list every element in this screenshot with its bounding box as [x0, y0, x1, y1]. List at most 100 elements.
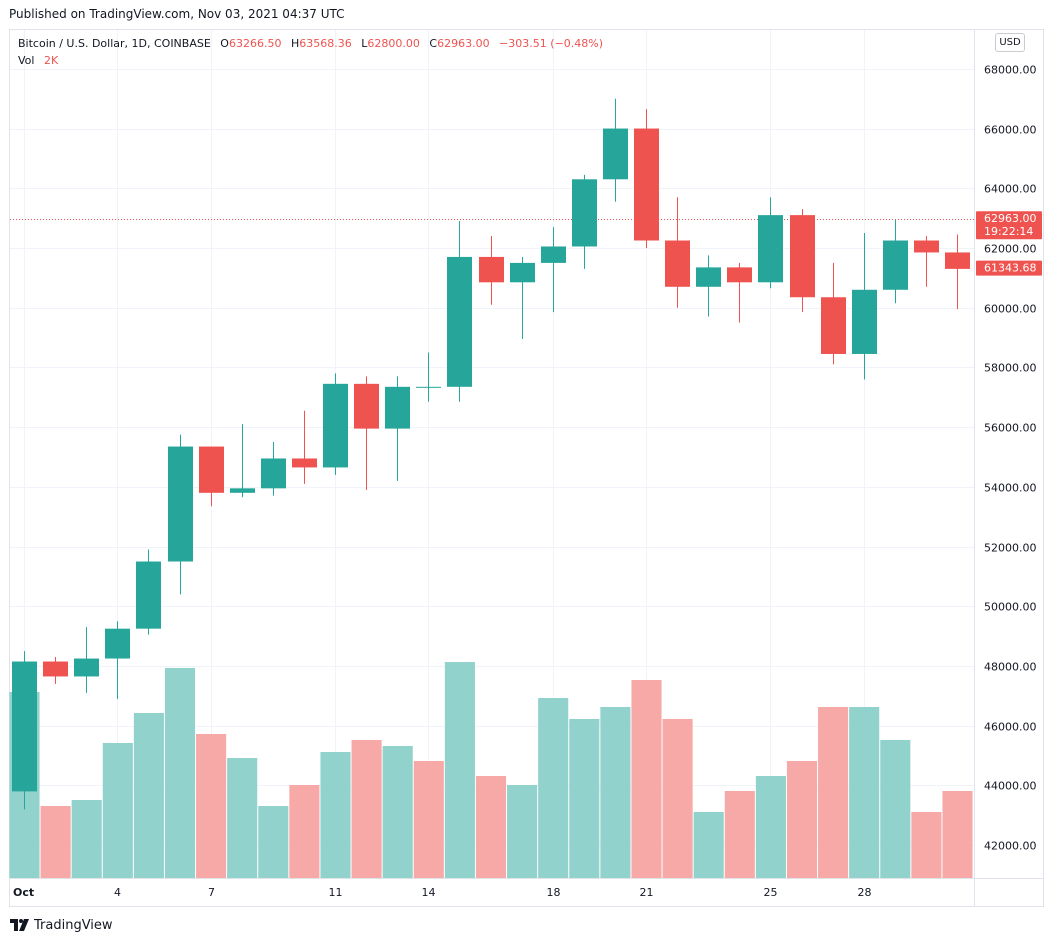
volume-bar — [289, 785, 320, 878]
price-axis[interactable]: 42000.00 44000.00 46000.00 48000.00 50000.00… — [984, 64, 1037, 853]
candle-body — [230, 488, 255, 493]
price-tag-countdown: 19:22:14 — [984, 225, 1033, 238]
volume-bar — [600, 707, 631, 878]
volume-bar — [942, 791, 973, 878]
volume-bar — [71, 800, 102, 878]
volume-bar — [475, 776, 507, 878]
volume-bar — [382, 746, 413, 878]
volume-bar — [849, 707, 880, 878]
candle-body — [136, 561, 161, 629]
price-tag-bg — [976, 211, 1042, 240]
legend-close-value: 62963.00 — [437, 37, 490, 50]
volume-bar — [196, 734, 227, 878]
time-tick-label: 21 — [640, 886, 654, 899]
candle-body — [603, 128, 628, 180]
tradingview-brand: TradingView — [34, 917, 113, 933]
candle-body — [74, 658, 99, 677]
candle-body — [323, 383, 348, 468]
tradingview-logo-icon — [10, 919, 29, 931]
candle-body — [541, 246, 566, 263]
price-tick-label: 52000.00 — [984, 542, 1037, 555]
volume-bar — [227, 758, 258, 878]
candle-body — [43, 661, 68, 677]
candle-body — [945, 252, 970, 269]
legend-high-label: H — [290, 37, 300, 50]
volume-bar — [133, 713, 164, 878]
volume-bar — [755, 776, 786, 878]
volume-bar — [258, 806, 289, 878]
legend-close-label: C — [429, 37, 438, 50]
price-tick-label: 68000.00 — [984, 64, 1037, 77]
volume-bar — [164, 668, 196, 878]
chart-legend: Bitcoin / U.S. Dollar, 1D, COINBASE O632… — [18, 35, 603, 69]
candle-body — [261, 458, 286, 489]
candle-body — [883, 240, 908, 290]
time-tick-label: Oct — [13, 886, 34, 899]
volume-bar — [413, 761, 444, 878]
volume-bar — [880, 740, 911, 878]
volume-bar — [351, 740, 382, 878]
time-tick-label: 4 — [114, 886, 121, 899]
price-tag-label: 61343.68 — [984, 262, 1037, 275]
time-tick-label: 14 — [422, 886, 436, 899]
price-tick-label: 50000.00 — [984, 601, 1037, 614]
time-tick-label: 28 — [858, 886, 872, 899]
volume-bar — [724, 791, 755, 878]
time-tick-label: 18 — [547, 886, 561, 899]
candle-body — [790, 215, 815, 298]
volume-bar — [320, 752, 351, 878]
volume-bar — [693, 812, 724, 878]
volume-bar — [40, 806, 71, 878]
legend-change: −303.51 (−0.48%) — [499, 37, 604, 50]
price-tick-label: 46000.00 — [984, 721, 1037, 734]
volume-bar — [911, 812, 942, 878]
candle-body — [354, 383, 379, 429]
tradingview-logo[interactable]: TradingView — [10, 915, 113, 935]
price-tick-label: 48000.00 — [984, 661, 1037, 674]
time-axis[interactable]: Oct 4 7 11 14 18 21 25 28 — [13, 886, 872, 899]
currency-button[interactable]: USD — [995, 33, 1025, 52]
candle-body — [385, 386, 410, 429]
candle-body — [12, 661, 37, 792]
volume-bar — [507, 785, 538, 878]
candles — [12, 98, 970, 810]
legend-low-value: 62800.00 — [367, 37, 420, 50]
candle-body — [416, 386, 441, 388]
time-tick-label: 7 — [208, 886, 215, 899]
legend-high-value: 63568.36 — [299, 37, 352, 50]
candle-body — [758, 215, 783, 283]
volume-bar — [631, 680, 662, 878]
legend-vol-value: 2K — [43, 54, 59, 67]
candle-body — [168, 446, 193, 562]
legend-vol-label: Vol — [18, 54, 35, 67]
volume-bar — [662, 719, 693, 878]
volume-bar — [538, 698, 569, 878]
candle-body — [572, 179, 597, 247]
candle-body — [852, 289, 877, 354]
candle-body — [696, 267, 721, 287]
price-tick-label: 66000.00 — [984, 124, 1037, 137]
price-tick-label: 54000.00 — [984, 482, 1037, 495]
candle-body — [292, 458, 317, 468]
legend-ohlc-row: Bitcoin / U.S. Dollar, 1D, COINBASE O632… — [18, 35, 603, 52]
volume-bar — [818, 707, 849, 878]
volume-bar — [569, 719, 600, 878]
candle-body — [914, 240, 939, 253]
candle-body — [105, 628, 130, 659]
candle-body — [727, 267, 752, 283]
legend-open-value: 63266.50 — [228, 37, 282, 50]
candle-body — [821, 297, 846, 354]
candle-body — [479, 256, 504, 283]
time-tick-label: 25 — [764, 886, 778, 899]
candle-body — [510, 262, 535, 283]
candle-body — [665, 240, 690, 287]
price-tick-label: 64000.00 — [984, 183, 1037, 196]
price-tick-label: 42000.00 — [984, 840, 1037, 853]
candle-body — [634, 128, 659, 241]
chart-frame[interactable] — [9, 29, 1044, 907]
candle-body — [447, 256, 472, 387]
volume-bars — [9, 662, 973, 878]
volume-bar — [786, 761, 818, 878]
